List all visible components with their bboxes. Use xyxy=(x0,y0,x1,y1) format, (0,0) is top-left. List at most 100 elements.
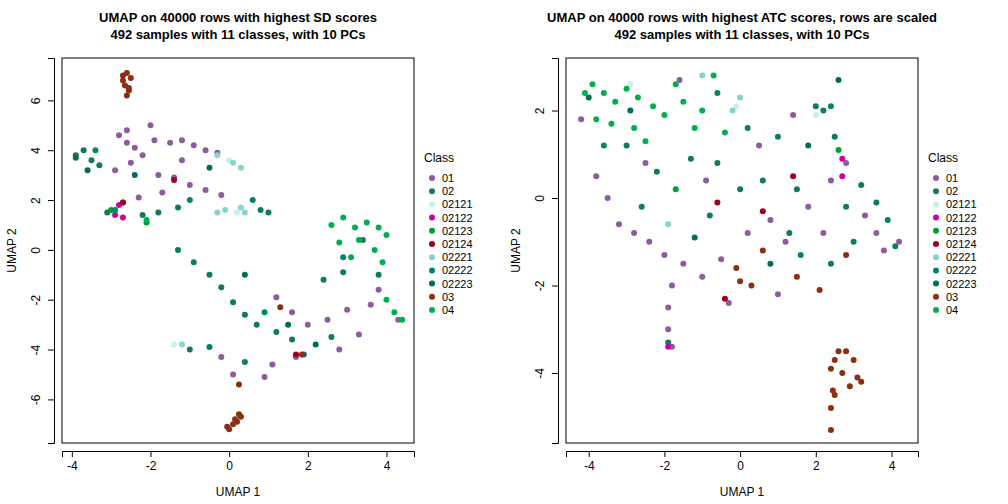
y-tick-label: -4 xyxy=(29,344,43,355)
point xyxy=(124,92,130,98)
x-tick-label: -2 xyxy=(660,459,671,473)
series xyxy=(73,155,319,348)
point xyxy=(624,86,630,92)
y-tick-mark xyxy=(48,399,54,400)
x-tick-mark xyxy=(386,451,387,457)
point xyxy=(206,165,212,171)
point xyxy=(238,205,244,211)
point xyxy=(601,143,607,149)
series xyxy=(179,152,248,347)
point xyxy=(858,182,864,188)
point xyxy=(218,284,224,290)
point xyxy=(873,230,879,236)
point xyxy=(654,169,660,175)
x-axis-title: UMAP 1 xyxy=(720,485,765,499)
point xyxy=(132,172,138,178)
y-tick-label: 4 xyxy=(29,147,43,154)
legend-label: 02123 xyxy=(442,225,473,237)
legend-label: 02124 xyxy=(946,238,977,250)
legend-label: 02 xyxy=(442,185,454,197)
series xyxy=(108,207,149,225)
x-axis-line xyxy=(63,452,415,458)
x-tick: -4 xyxy=(584,451,595,473)
x-tick-mark xyxy=(892,451,893,457)
point xyxy=(885,217,891,223)
point xyxy=(665,221,671,227)
legend-swatch xyxy=(933,188,939,194)
point xyxy=(699,274,705,280)
point xyxy=(265,209,271,215)
point xyxy=(376,272,382,278)
point xyxy=(112,207,118,213)
point xyxy=(737,94,743,100)
y-tick: 0 xyxy=(533,195,558,202)
y-tick-mark xyxy=(48,300,54,301)
series xyxy=(144,214,406,322)
point xyxy=(128,75,134,81)
point xyxy=(73,155,79,161)
legend-title: Class xyxy=(928,151,958,165)
legend-label: 02124 xyxy=(442,238,473,250)
legend-swatch xyxy=(933,215,939,221)
x-axis-title: UMAP 1 xyxy=(216,485,261,499)
y-tick-label: 6 xyxy=(29,97,43,104)
legend-swatch xyxy=(429,281,435,287)
point xyxy=(730,108,736,114)
point xyxy=(820,230,826,236)
legend-label: 02222 xyxy=(442,264,473,276)
point xyxy=(224,424,230,430)
legend-swatch xyxy=(429,294,435,300)
point xyxy=(187,347,193,353)
point xyxy=(254,322,260,328)
point xyxy=(179,157,185,163)
x-tick-label: 0 xyxy=(737,459,744,473)
y-tick: 6 xyxy=(29,97,54,104)
legend-label: 02221 xyxy=(946,251,977,263)
series xyxy=(582,73,728,145)
y-tick: 2 xyxy=(533,107,558,114)
point xyxy=(242,209,248,215)
point xyxy=(391,309,397,315)
point xyxy=(805,204,811,210)
point xyxy=(714,199,720,205)
y-tick-label: -4 xyxy=(533,368,547,379)
point xyxy=(786,230,792,236)
points xyxy=(578,73,902,433)
series xyxy=(112,122,401,380)
point xyxy=(707,213,713,219)
point xyxy=(328,222,334,228)
y-tick: 2 xyxy=(29,197,54,204)
point xyxy=(328,334,334,340)
point xyxy=(794,186,800,192)
legend-swatch xyxy=(429,241,435,247)
legend-label: 02121 xyxy=(946,198,977,210)
point xyxy=(843,348,849,354)
point xyxy=(862,213,868,219)
x-tick-mark xyxy=(308,451,309,457)
point xyxy=(760,178,766,184)
point xyxy=(155,209,161,215)
legend-swatch xyxy=(933,294,939,300)
point xyxy=(832,134,838,140)
point xyxy=(593,116,599,122)
point xyxy=(858,379,864,385)
legend-swatch xyxy=(933,267,939,273)
point xyxy=(214,209,220,215)
x-tick: 2 xyxy=(305,451,312,473)
y-tick-label: 0 xyxy=(29,247,43,254)
point xyxy=(680,99,686,105)
x-tick-label: 4 xyxy=(384,459,391,473)
point xyxy=(364,219,370,225)
point xyxy=(203,187,209,193)
legend-label: 04 xyxy=(946,304,958,316)
point xyxy=(783,239,789,245)
point xyxy=(155,172,161,178)
point xyxy=(892,243,898,249)
point xyxy=(236,381,242,387)
point xyxy=(132,145,138,151)
point xyxy=(262,309,268,315)
title: UMAP on 40000 rows with highest SD score… xyxy=(99,10,377,25)
point xyxy=(775,134,781,140)
point xyxy=(128,160,134,166)
point xyxy=(722,296,728,302)
